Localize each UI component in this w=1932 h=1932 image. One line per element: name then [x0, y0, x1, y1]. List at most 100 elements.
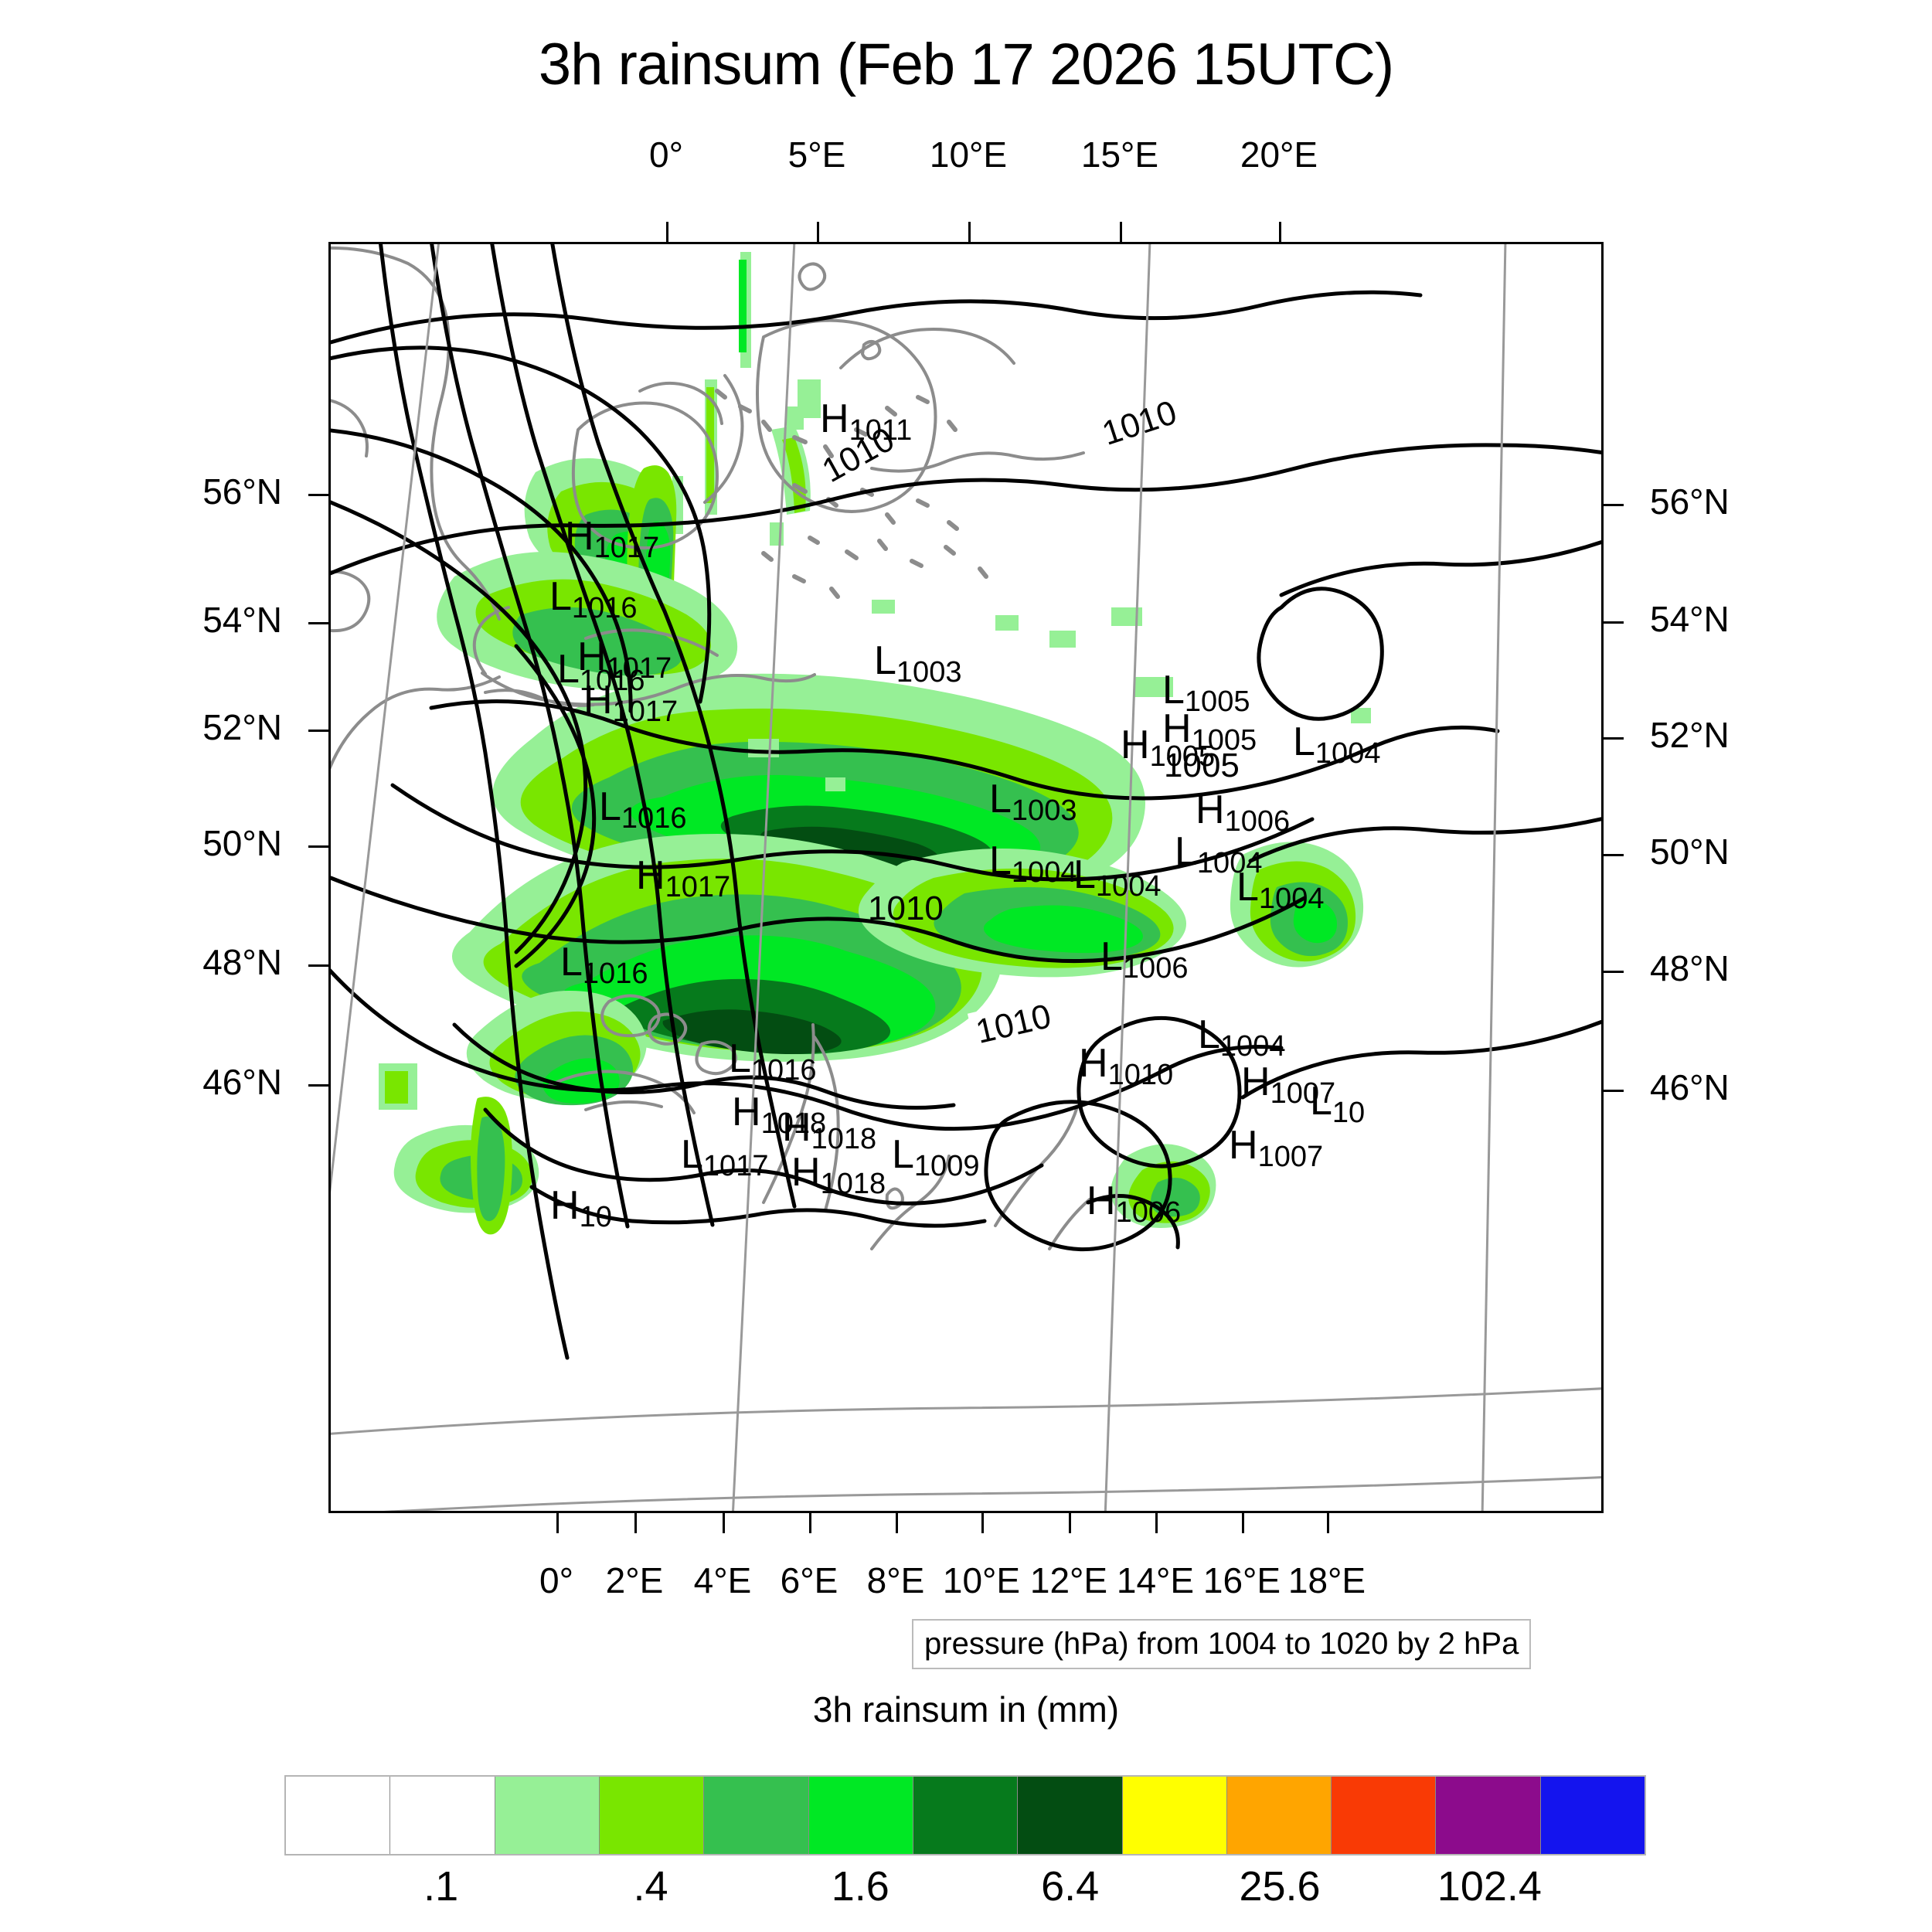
- pressure-marker-symbol: H: [583, 678, 613, 723]
- pressure-marker-value: 1017: [702, 1150, 769, 1182]
- pressure-marker-symbol: L: [1198, 1012, 1220, 1057]
- lon-label-top-4: 20°E: [1240, 134, 1318, 175]
- lon-label-bottom-4: 8°E: [866, 1560, 925, 1600]
- pressure-marker-high-30: H1007: [1229, 1125, 1323, 1172]
- pressure-marker-value: 1011: [849, 414, 913, 447]
- ticks-right-0: [1604, 504, 1624, 506]
- pressure-marker-low-15: L1003: [874, 641, 961, 687]
- pressure-marker-high-33: H10: [550, 1185, 612, 1232]
- lon-label-bottom-3: 6°E: [780, 1560, 838, 1600]
- map-plot-area[interactable]: H1017 L1016 H1017 L1016 H1017 L1016 H1017 L1016…: [328, 242, 1604, 1513]
- ticks-bottom-0: [556, 1513, 559, 1533]
- pressure-marker-low-3: L1016: [557, 647, 645, 696]
- parallel-44n: [383, 1476, 1601, 1511]
- colorbar-cell-9: [1226, 1777, 1332, 1854]
- pressure-marker-low-26: L1006: [1100, 937, 1188, 983]
- pressure-marker-symbol: L: [1310, 1079, 1332, 1124]
- precipitation-field: [379, 252, 1371, 1235]
- pressure-marker-symbol: L: [1293, 719, 1315, 764]
- pressure-marker-value: 1005: [1149, 740, 1216, 773]
- ticks-left-2: [308, 730, 328, 732]
- pressure-marker-high-9: H1018: [732, 1092, 826, 1138]
- colorbar-cell-11: [1436, 1777, 1541, 1854]
- pressure-marker-value: 1009: [913, 1150, 980, 1182]
- pressure-marker-value: 1016: [750, 1054, 817, 1087]
- ticks-right-3: [1604, 854, 1624, 856]
- pressure-marker-symbol: L: [560, 940, 583, 985]
- colorbar-tick-3: 6.4: [1041, 1863, 1100, 1910]
- pressure-marker-value: 1016: [571, 592, 638, 624]
- pressure-marker-value: 1017: [594, 532, 660, 564]
- ticks-left-3: [308, 845, 328, 848]
- pressure-marker-value: 1017: [665, 871, 731, 903]
- colorbar-title: 3h rainsum in (mm): [812, 1689, 1120, 1730]
- pressure-marker-low-16: L1003: [989, 779, 1077, 825]
- meridian-15e: [1481, 244, 1507, 1511]
- ticks-top-1: [817, 222, 819, 242]
- lon-label-bottom-8: 16°E: [1202, 1560, 1281, 1600]
- pressure-marker-symbol: L: [892, 1132, 914, 1177]
- pressure-marker-symbol: H: [1241, 1060, 1270, 1104]
- colorbar-tick-0: .1: [423, 1863, 459, 1910]
- pressure-marker-low-5: L1016: [599, 787, 686, 833]
- pressure-marker-high-21: H1005: [1121, 723, 1215, 771]
- lon-label-bottom-6: 12°E: [1029, 1560, 1108, 1600]
- lon-label-bottom-5: 10°E: [942, 1560, 1021, 1600]
- pressure-marker-symbol: H: [820, 396, 849, 441]
- pressure-marker-low-13: L1009: [892, 1132, 979, 1181]
- pressure-marker-value: 1016: [582, 957, 648, 990]
- ticks-left-0: [308, 494, 328, 496]
- pressure-marker-low-11: L1017: [681, 1134, 768, 1181]
- meridian-5e: [732, 244, 796, 1511]
- ticks-bottom-8: [1242, 1513, 1244, 1533]
- pressure-marker-low-8: L1016: [729, 1036, 816, 1085]
- lat-label-right-2: 52°N: [1650, 715, 1730, 755]
- colorbar[interactable]: [284, 1775, 1646, 1855]
- pressure-marker-symbol: L: [729, 1036, 751, 1081]
- pressure-marker-high-14: H1011: [820, 396, 912, 445]
- pressure-marker-symbol: H: [782, 1105, 811, 1150]
- pressure-marker-symbol: H: [577, 634, 607, 679]
- pressure-marker-symbol: L: [1236, 865, 1259, 910]
- ticks-top-4: [1279, 222, 1281, 242]
- pressure-marker-value: 1006: [1122, 952, 1189, 985]
- coastline-layer: [331, 246, 1091, 1250]
- pressure-marker-value: 1018: [820, 1168, 886, 1200]
- ticks-top-3: [1120, 222, 1122, 242]
- pressure-marker-symbol: H: [1162, 706, 1192, 751]
- pressure-legend: pressure (hPa) from 1004 to 1020 by 2 hP…: [912, 1619, 1532, 1669]
- colorbar-cell-2: [495, 1777, 600, 1854]
- ticks-right-2: [1604, 737, 1624, 740]
- pressure-marker-high-4: H1017: [583, 678, 678, 726]
- pressure-marker-value: 1004: [1258, 883, 1325, 915]
- pressure-marker-value: 1004: [1196, 847, 1263, 879]
- pressure-marker-symbol: H: [565, 514, 594, 559]
- parallel-45n: [331, 1387, 1601, 1435]
- ticks-top-2: [968, 222, 971, 242]
- lat-label-left-3: 50°N: [202, 823, 282, 863]
- page-title: 3h rainsum (Feb 17 2026 15UTC): [538, 32, 1394, 97]
- lat-label-left-0: 56°N: [202, 471, 282, 512]
- pressure-marker-symbol: H: [636, 853, 665, 898]
- lon-label-top-2: 10°E: [929, 134, 1008, 175]
- pressure-marker-high-23: H1006: [1196, 790, 1290, 836]
- pressure-marker-value: 1018: [811, 1123, 877, 1155]
- pressure-marker-value: 1004: [1219, 1030, 1286, 1063]
- pressure-marker-value: 1017: [612, 696, 679, 728]
- lon-label-bottom-1: 2°E: [605, 1560, 664, 1600]
- ticks-bottom-1: [634, 1513, 637, 1533]
- pressure-marker-value: 1003: [1011, 794, 1077, 827]
- pressure-marker-symbol: H: [1121, 723, 1150, 767]
- ticks-left-5: [308, 1084, 328, 1087]
- colorbar-cell-10: [1332, 1777, 1437, 1854]
- pressure-marker-value: 1006: [1224, 805, 1291, 838]
- ticks-bottom-2: [723, 1513, 725, 1533]
- pressure-marker-value: 1016: [579, 665, 645, 697]
- pressure-marker-high-2: H1017: [577, 634, 672, 683]
- pressure-marker-symbol: L: [557, 647, 580, 692]
- contour-label-4: 1005: [1164, 747, 1240, 784]
- colorbar-cell-8: [1122, 1777, 1227, 1854]
- colorbar-tick-5: 102.4: [1437, 1863, 1542, 1910]
- ticks-right-1: [1604, 621, 1624, 624]
- colorbar-cell-1: [390, 1777, 495, 1854]
